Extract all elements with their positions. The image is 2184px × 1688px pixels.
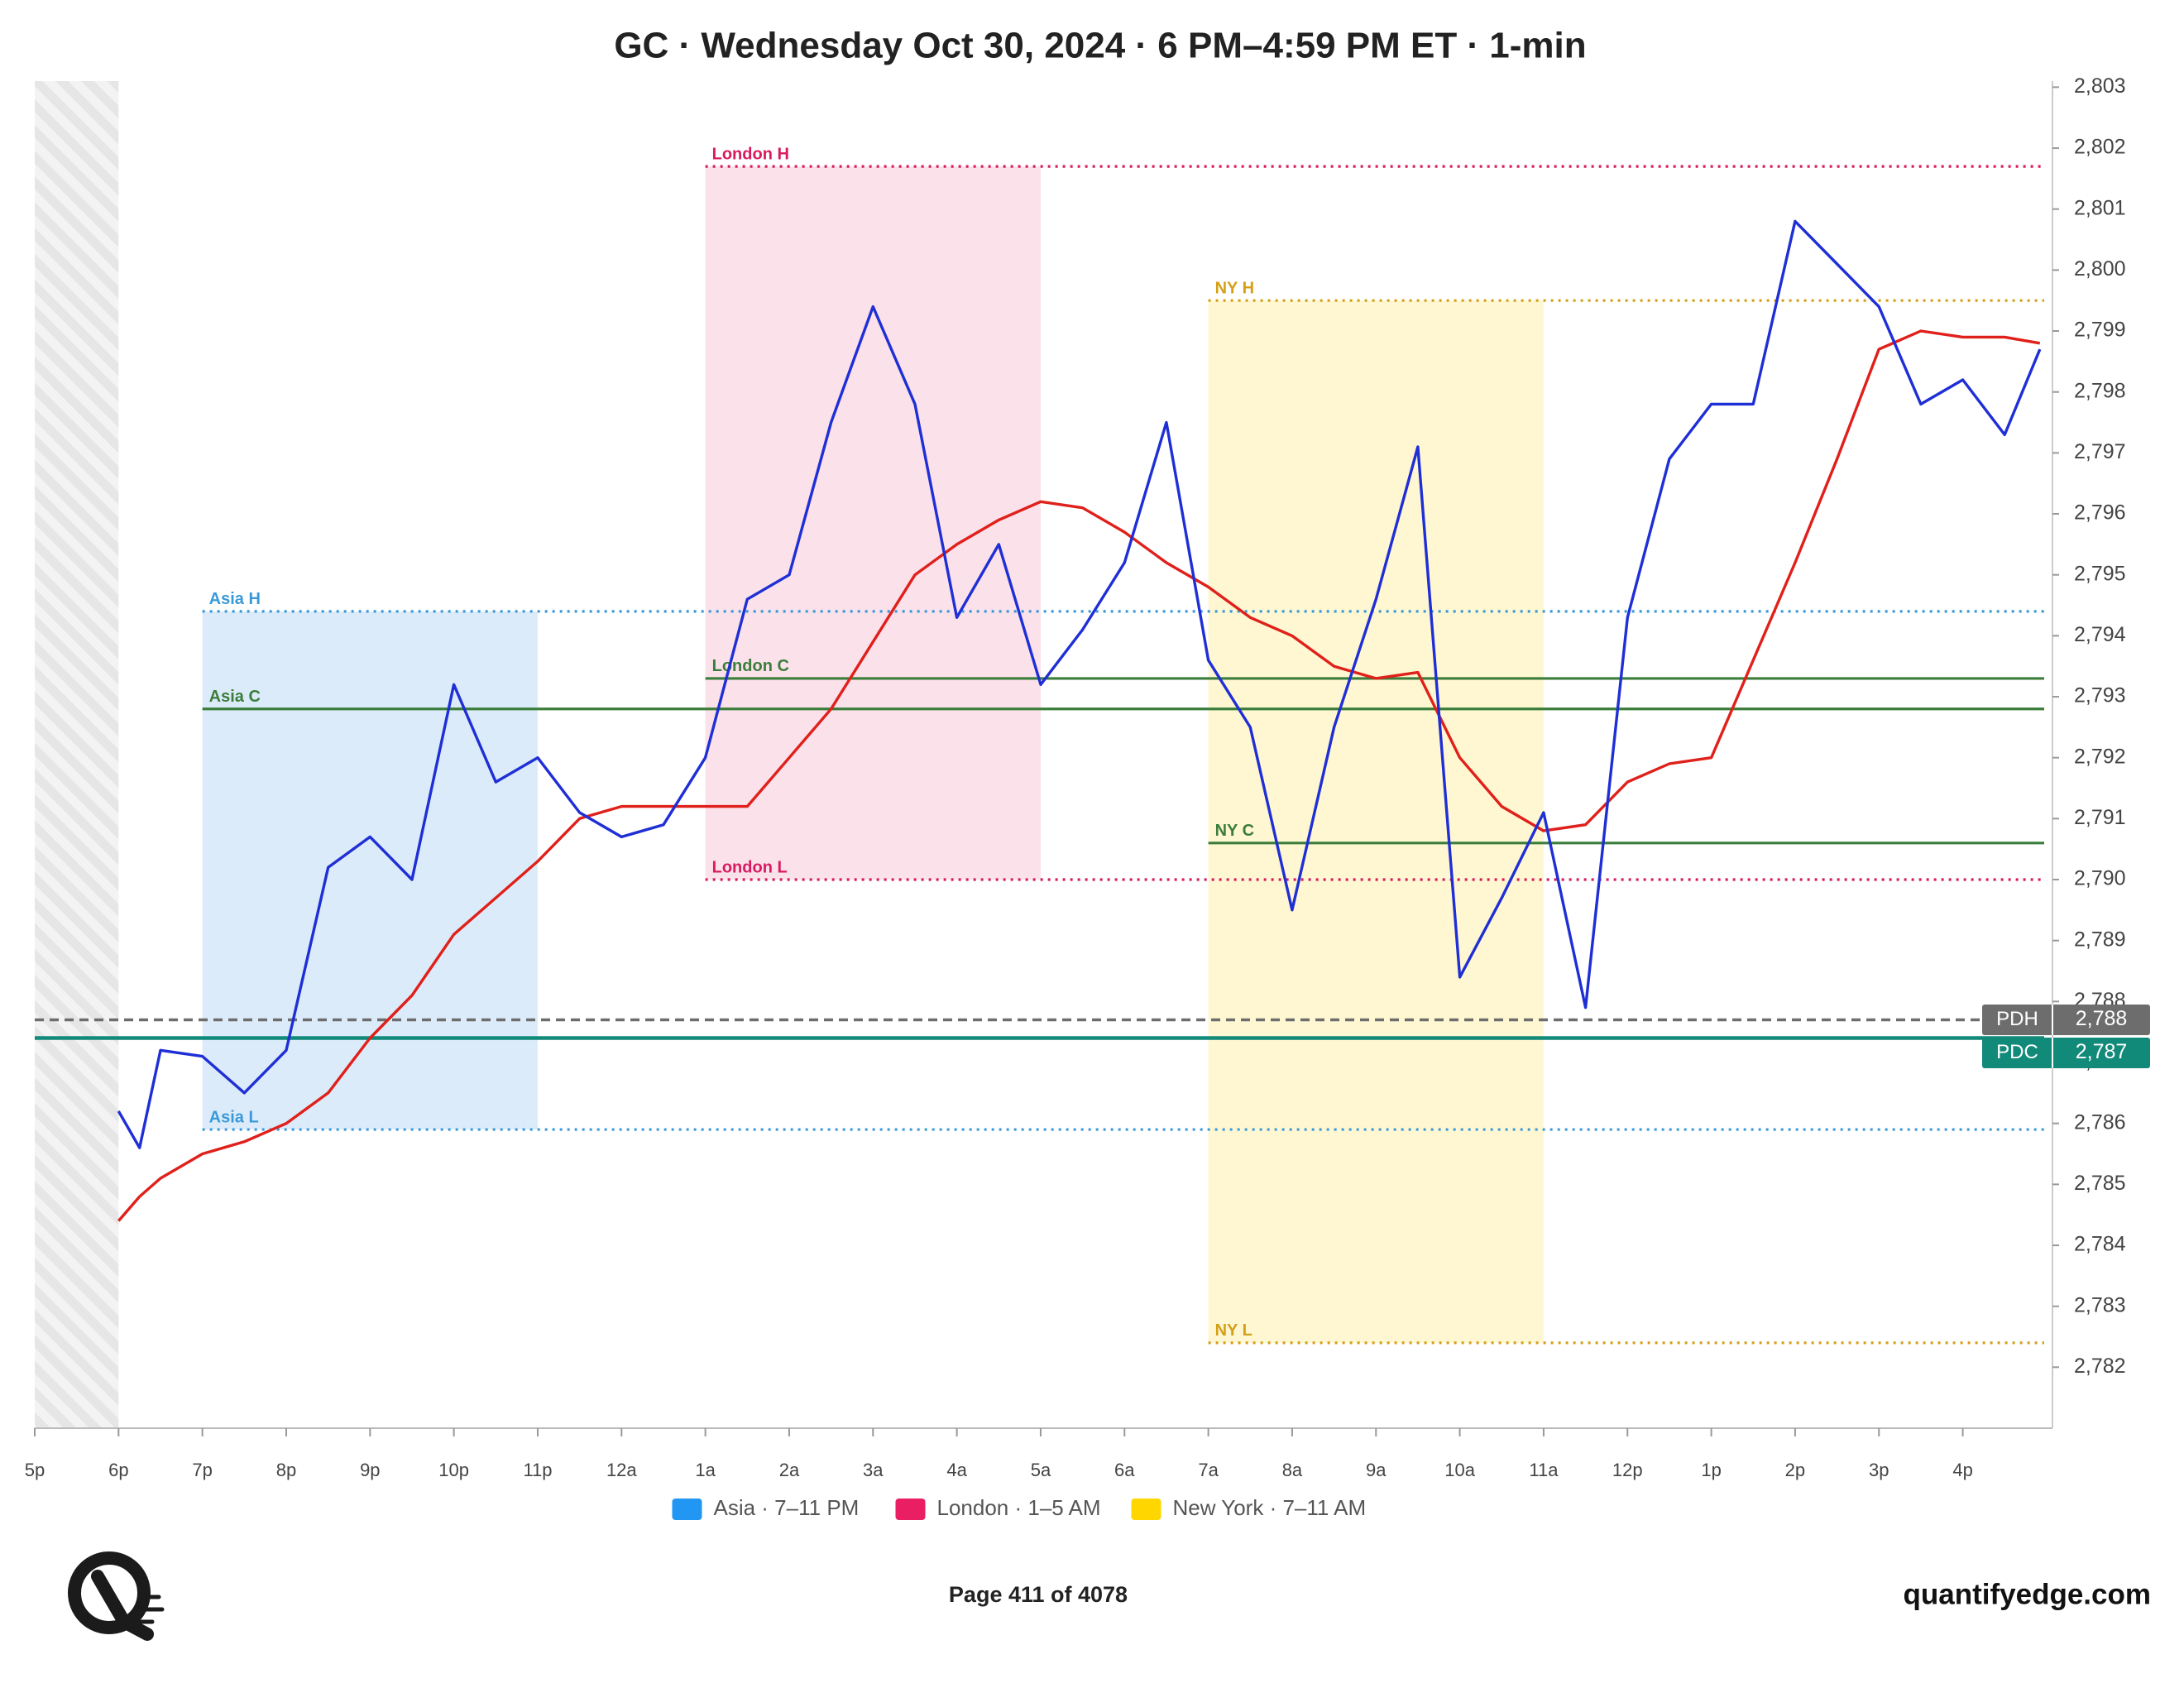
pre-session-area (35, 81, 119, 1428)
y-tick-label: 2,801 (2074, 196, 2126, 219)
series-line (117, 219, 2042, 1149)
y-tick-label: 2,803 (2074, 74, 2126, 98)
y-tick-label: 2,799 (2074, 319, 2126, 342)
x-tick-label: 4p (1952, 1460, 1972, 1480)
y-tick-label: 2,792 (2074, 745, 2126, 768)
legend-label: Asia · 7–11 PM (714, 1495, 860, 1520)
x-tick-label: 10a (1444, 1460, 1475, 1480)
session-close-label: Asia C (209, 688, 261, 706)
x-tick-label: 2p (1785, 1460, 1805, 1480)
x-tick-label: 4a (946, 1460, 967, 1480)
x-tick-label: 11p (523, 1460, 552, 1480)
site-name: quantifyedge.com (1904, 1578, 2151, 1610)
y-tick-label: 2,800 (2074, 257, 2126, 281)
y-tick-label: 2,790 (2074, 867, 2126, 890)
x-tick-label: 3a (863, 1460, 884, 1480)
reference-name: PDC (1996, 1041, 2038, 1063)
x-tick-label: 11a (1529, 1460, 1559, 1480)
y-tick-label: 2,797 (2074, 440, 2126, 463)
reference-badge (1982, 1037, 2150, 1068)
x-tick-label: 1p (1701, 1460, 1721, 1480)
reference-value: 2,788 (2076, 1007, 2128, 1030)
legend-swatch (895, 1499, 926, 1520)
session-low-label: Asia L (209, 1108, 259, 1126)
x-tick-label: 7p (192, 1460, 212, 1480)
x-tick-label: 8p (276, 1460, 296, 1480)
reference-badge (1982, 1004, 2150, 1035)
y-tick-label: 2,782 (2074, 1355, 2126, 1378)
x-tick-label: 7a (1198, 1460, 1219, 1480)
x-tick-label: 8a (1282, 1460, 1303, 1480)
x-tick-label: 5a (1031, 1460, 1051, 1480)
y-tick-label: 2,794 (2074, 623, 2126, 646)
session-box (202, 611, 538, 1130)
series-line (117, 329, 2041, 1222)
session-close-label: London C (712, 657, 789, 675)
x-tick-label: 12a (606, 1460, 637, 1480)
x-tick-label: 2a (779, 1460, 800, 1480)
y-tick-label: 2,796 (2074, 501, 2126, 525)
legend-label: New York · 7–11 AM (1173, 1495, 1367, 1520)
session-high-label: London H (712, 145, 789, 163)
session-low-label: NY L (1215, 1321, 1252, 1340)
logo (68, 1551, 165, 1641)
session-high-label: NY H (1215, 279, 1254, 297)
session-high-label: Asia H (209, 590, 261, 608)
reference-value: 2,787 (2076, 1040, 2128, 1063)
y-tick-label: 2,798 (2074, 379, 2126, 402)
chart-title: GC · Wednesday Oct 30, 2024 · 6 PM–4:59 … (614, 26, 1586, 66)
y-tick-label: 2,786 (2074, 1110, 2126, 1134)
x-tick-label: 5p (25, 1460, 45, 1480)
x-tick-label: 1a (695, 1460, 716, 1480)
x-tick-label: 10p (438, 1460, 469, 1480)
x-tick-label: 6p (108, 1460, 128, 1480)
session-box (705, 166, 1041, 880)
y-tick-label: 2,791 (2074, 806, 2126, 829)
legend-swatch (1131, 1499, 1161, 1520)
x-tick-label: 9p (360, 1460, 380, 1480)
session-close-label: NY C (1215, 822, 1254, 840)
x-tick-label: 9a (1366, 1460, 1387, 1480)
legend-swatch (672, 1499, 702, 1520)
y-tick-label: 2,789 (2074, 928, 2126, 951)
y-tick-label: 2,784 (2074, 1233, 2126, 1256)
session-box (1208, 300, 1544, 1343)
y-tick-label: 2,783 (2074, 1293, 2126, 1316)
x-tick-label: 6a (1114, 1460, 1135, 1480)
y-tick-label: 2,785 (2074, 1172, 2126, 1195)
page-number: Page 411 of 4078 (949, 1582, 1128, 1607)
y-tick-label: 2,795 (2074, 562, 2126, 585)
x-tick-label: 3p (1869, 1460, 1889, 1480)
y-tick-label: 2,793 (2074, 684, 2126, 707)
session-low-label: London L (712, 858, 788, 876)
reference-name: PDH (1996, 1008, 2038, 1030)
legend-label: London · 1–5 AM (937, 1495, 1101, 1520)
x-tick-label: 12p (1612, 1460, 1643, 1480)
y-tick-label: 2,802 (2074, 136, 2126, 159)
